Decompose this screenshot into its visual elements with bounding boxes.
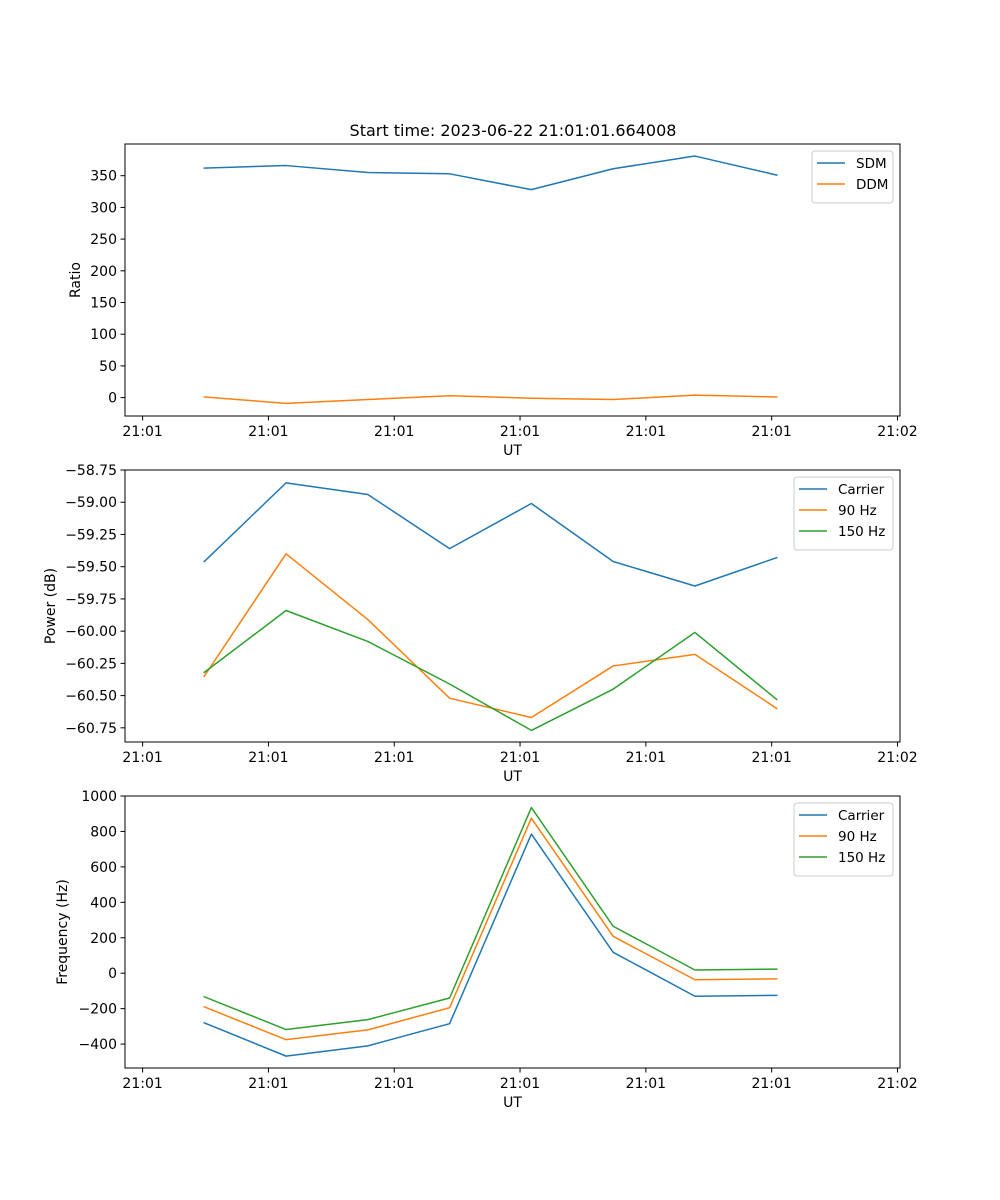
power-y-tick-label: −60.25 [65,656,117,672]
frequency-x-tick-label: 21:01 [751,1076,791,1092]
power-legend-label-carrier: Carrier [838,482,885,498]
power-x-tick-label: 21:01 [626,750,666,766]
frequency-y-tick-label: 800 [90,824,117,840]
ratio-x-tick-label: 21:01 [374,424,414,440]
ratio-series-sdm-line [203,155,778,191]
frequency-y-tick-label: 400 [90,895,117,911]
frequency-y-tick-label: 0 [108,966,117,982]
ratio-y-tick-label: 200 [90,264,117,280]
ratio-y-tick-label: 250 [90,232,117,248]
power-legend-label-150-hz: 150 Hz [838,524,885,540]
frequency-series-90-hz-line [203,817,778,1041]
power-legend-label-90-hz: 90 Hz [838,503,877,519]
frequency-y-axis-label: Frequency (Hz) [55,879,71,985]
frequency-y-tick-label: −200 [79,1002,117,1018]
frequency-x-tick-label: 21:01 [374,1076,414,1092]
power-x-tick-label: 21:01 [122,750,162,766]
frequency-legend-label-carrier: Carrier [838,808,885,824]
ratio-x-tick-label: 21:02 [877,424,917,440]
power-y-axis-label: Power (dB) [43,568,59,644]
frequency-x-tick-label: 21:01 [248,1076,288,1092]
ratio-x-axis-label: UT [503,443,522,459]
frequency-x-tick-label: 21:01 [122,1076,162,1092]
frequency-y-tick-label: 200 [90,931,117,947]
power-y-tick-label: −59.50 [65,560,117,576]
ratio-x-tick-label: 21:01 [751,424,791,440]
ratio-y-tick-label: 50 [99,359,117,375]
frequency-series-150-hz-line [203,806,778,1031]
power-x-tick-label: 21:01 [500,750,540,766]
power-x-tick-label: 21:01 [248,750,288,766]
power-series-carrier-line [203,482,778,587]
power-y-tick-label: −60.75 [65,721,117,737]
power-y-tick-label: −60.50 [65,689,117,705]
frequency-y-tick-label: 1000 [81,789,117,805]
power-y-tick-label: −59.00 [65,495,117,511]
ratio-axes-frame [124,143,901,417]
power-x-axis-label: UT [503,769,522,785]
power-y-tick-label: −59.75 [65,592,117,608]
ratio-legend-label-sdm: SDM [856,156,887,172]
ratio-x-tick-label: 21:01 [122,424,162,440]
frequency-y-tick-label: 600 [90,860,117,876]
power-y-tick-label: −58.75 [65,463,117,479]
ratio-series-ddm-line [203,394,778,405]
frequency-x-axis-label: UT [503,1095,522,1111]
ratio-y-axis-label: Ratio [68,262,84,298]
ratio-y-tick-label: 150 [90,296,117,312]
ratio-y-tick-label: 0 [108,391,117,407]
power-x-tick-label: 21:01 [751,750,791,766]
frequency-legend-label-150-hz: 150 Hz [838,850,885,866]
ratio-panel: 21:01 21:01 21:01 21:01 21:01 21:01 21:02 0 50 10… [68,143,918,459]
frequency-axes-frame [124,795,901,1069]
ratio-x-tick-label: 21:01 [500,424,540,440]
frequency-x-tick-label: 21:01 [626,1076,666,1092]
chart-panels: 21:01 21:01 21:01 21:01 21:01 21:01 21:02 0 50 10… [43,143,918,1111]
ratio-y-tick-label: 100 [90,327,117,343]
figure-title: Start time: 2023-06-22 21:01:01.664008 [350,121,677,140]
ratio-legend: SDM DDM [811,150,894,204]
power-legend: Carrier 90 Hz 150 Hz [793,476,894,551]
power-x-tick-label: 21:02 [877,750,917,766]
power-series-150-hz-line [203,609,778,732]
power-axes-frame [124,469,901,743]
ratio-x-tick-label: 21:01 [626,424,666,440]
frequency-legend-label-90-hz: 90 Hz [838,829,877,845]
ratio-legend-label-ddm: DDM [856,177,888,193]
frequency-y-tick-label: −400 [79,1037,117,1053]
power-panel: 21:01 21:01 21:01 21:01 21:01 21:01 21:02 −58.7… [43,463,918,785]
frequency-panel: 21:01 21:01 21:01 21:01 21:01 21:01 21:02 −400 −… [55,789,918,1111]
ratio-y-tick-label: 300 [90,200,117,216]
frequency-x-tick-label: 21:01 [500,1076,540,1092]
power-y-tick-label: −60.00 [65,624,117,640]
ratio-legend-box [811,150,894,204]
frequency-legend: Carrier 90 Hz 150 Hz [793,802,894,877]
power-x-tick-label: 21:01 [374,750,414,766]
ratio-y-tick-label: 350 [90,169,117,185]
frequency-series-carrier-line [203,833,778,1057]
ratio-x-tick-label: 21:01 [248,424,288,440]
frequency-x-tick-label: 21:02 [877,1076,917,1092]
power-y-tick-label: −59.25 [65,527,117,543]
